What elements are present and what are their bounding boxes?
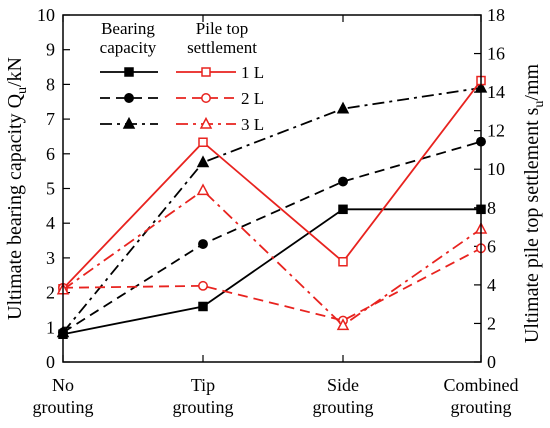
x-tick-label-line: grouting xyxy=(33,397,94,417)
x-tick-label: Tip grouting xyxy=(173,375,234,417)
series-settlement-2l xyxy=(58,243,486,326)
axis-title-unit: /kN xyxy=(4,57,26,87)
data-point xyxy=(196,155,210,168)
legend-label: 2 L xyxy=(241,89,264,108)
legend-header-line: capacity xyxy=(100,38,157,57)
series-line xyxy=(62,247,482,322)
data-point xyxy=(198,239,208,249)
y-left-tick-label: 10 xyxy=(37,5,55,25)
y-right-tick-label: 16 xyxy=(487,44,505,64)
y-left-tick-label: 0 xyxy=(46,352,55,372)
legend-header-line: settlement xyxy=(187,38,257,57)
legend-marker-settlement xyxy=(199,116,213,129)
series-layer xyxy=(56,75,488,339)
y-right-tick-label: 2 xyxy=(487,313,496,333)
data-point xyxy=(196,183,210,196)
series-bearing-2l xyxy=(58,136,486,338)
y-axis-left-title: Ultimate bearing capacity Qu/kN xyxy=(4,57,30,320)
data-point xyxy=(336,101,350,114)
y-right-tick-label: 18 xyxy=(487,5,505,25)
x-tick-label: No grouting xyxy=(33,375,94,417)
y-left-tick-label: 8 xyxy=(46,74,55,94)
x-tick-label: Combined grouting xyxy=(444,375,519,417)
y-right-tick-label: 8 xyxy=(487,198,496,218)
legend: Bearing capacity Pile top settlement 1 L 2 L 3… xyxy=(100,19,264,134)
axis-title-text: Ultimate bearing capacity Q xyxy=(4,93,26,320)
data-point xyxy=(198,301,208,312)
y-left-tick-label: 4 xyxy=(46,213,55,233)
y-left-tick-label: 7 xyxy=(46,109,55,129)
x-tick-label-line: Combined xyxy=(444,375,519,395)
axis-title-subscript: u xyxy=(532,101,547,108)
ticks xyxy=(62,14,482,363)
legend-marker-settlement xyxy=(201,93,211,103)
y-right-tick-label: 6 xyxy=(487,236,496,256)
legend-marker-bearing xyxy=(124,67,134,77)
legend-header-line: Pile top xyxy=(196,19,248,38)
x-tick-label-line: Side xyxy=(327,375,359,395)
legend-marker-bearing xyxy=(122,116,136,129)
legend-header-bearing: Bearing capacity xyxy=(100,19,157,57)
data-point xyxy=(336,318,350,331)
data-point xyxy=(338,257,348,267)
x-tick-label-line: Tip xyxy=(191,375,215,395)
legend-header-line: Bearing xyxy=(101,19,155,38)
axis-title-unit: /mm xyxy=(521,63,543,100)
y-left-tick-label: 3 xyxy=(46,248,55,268)
y-right-tick-label: 12 xyxy=(487,121,505,141)
x-tick-label-line: No xyxy=(52,375,74,395)
y-left-tick-label: 6 xyxy=(46,144,55,164)
data-point xyxy=(338,204,348,215)
axis-title-subscript: u xyxy=(15,87,30,94)
y-right-tick-label: 0 xyxy=(487,352,496,372)
x-tick-label-line: grouting xyxy=(173,397,234,417)
y-left-tick-label: 2 xyxy=(46,283,55,303)
series-bearing-3l xyxy=(56,80,488,338)
legend-label: 1 L xyxy=(241,63,264,82)
y-left-tick-label: 5 xyxy=(46,179,55,199)
data-point xyxy=(338,176,348,187)
x-tick-label-line: grouting xyxy=(313,397,374,417)
series-line xyxy=(62,189,482,327)
legend-marker-bearing xyxy=(124,93,134,103)
y-right-tick-label: 4 xyxy=(487,275,496,295)
series-settlement-3l xyxy=(56,183,488,331)
plot-frame xyxy=(62,14,482,363)
legend-header-settlement: Pile top settlement xyxy=(187,19,257,57)
y-axis-right-title: Ultimate pile top settlement su/mm xyxy=(521,63,547,343)
x-tick-label-line: grouting xyxy=(451,397,512,417)
legend-label: 3 L xyxy=(241,115,264,134)
data-point xyxy=(198,137,208,147)
y-right-tick-label: 10 xyxy=(487,159,505,179)
series-line xyxy=(62,86,482,334)
legend-marker-settlement xyxy=(201,67,211,77)
y-left-tick-label: 9 xyxy=(46,40,55,60)
x-tick-label: Side grouting xyxy=(313,375,374,417)
y-left-tick-label: 1 xyxy=(46,317,55,337)
series-line xyxy=(62,140,482,334)
axis-title-text: Ultimate pile top settlement s xyxy=(521,107,543,343)
y-right-tick-label: 14 xyxy=(487,82,505,102)
data-point xyxy=(198,280,208,291)
series-line xyxy=(62,79,482,290)
